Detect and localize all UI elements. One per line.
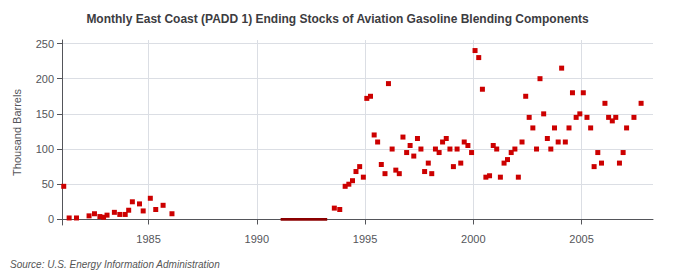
svg-text:1990: 1990 [245,233,269,245]
svg-text:150: 150 [36,108,54,120]
svg-text:250: 250 [36,38,54,50]
svg-text:Source: U.S. Energy Informatio: Source: U.S. Energy Information Administ… [10,259,220,270]
svg-text:2000: 2000 [461,233,485,245]
svg-text:100: 100 [36,143,54,155]
svg-text:2005: 2005 [569,233,593,245]
svg-text:Monthly East Coast (PADD 1) En: Monthly East Coast (PADD 1) Ending Stock… [86,12,589,26]
svg-text:1985: 1985 [136,233,160,245]
svg-text:0: 0 [48,213,54,225]
svg-text:1995: 1995 [353,233,377,245]
svg-text:Thousand Barrels: Thousand Barrels [11,89,23,176]
svg-text:200: 200 [36,73,54,85]
svg-text:50: 50 [42,178,54,190]
